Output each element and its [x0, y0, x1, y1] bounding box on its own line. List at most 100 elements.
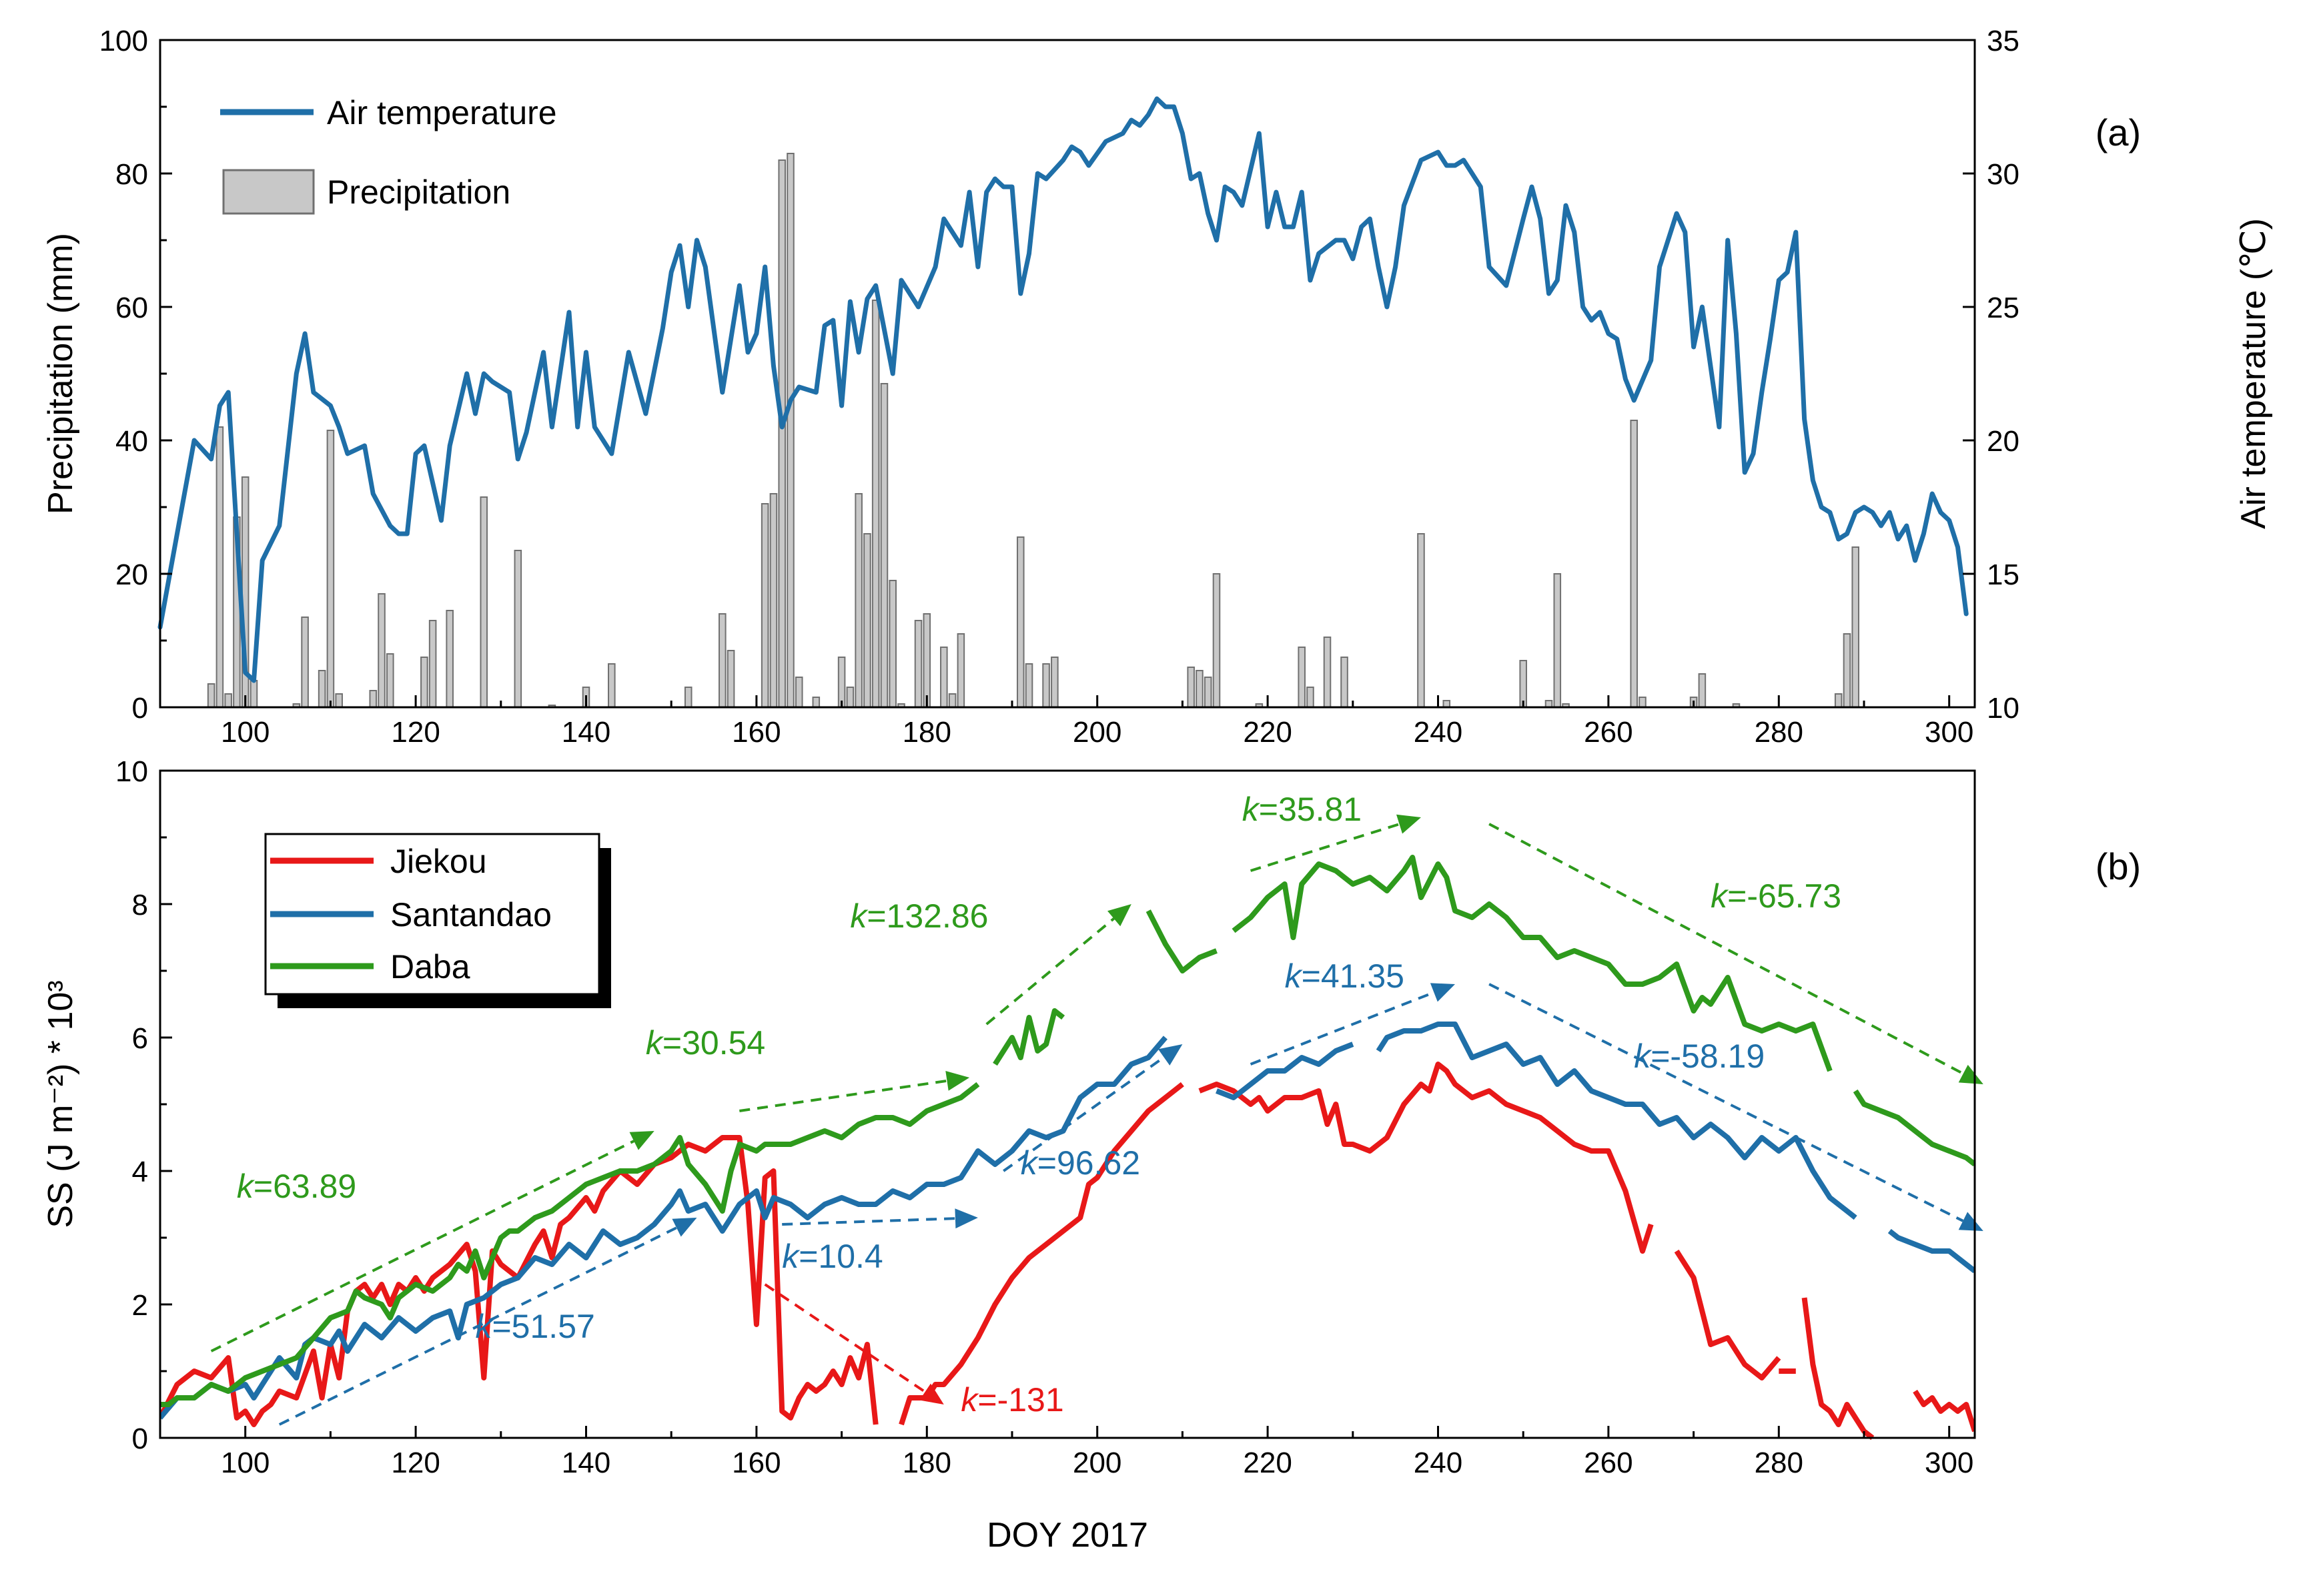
trend-arrow-line	[1003, 1056, 1165, 1172]
precipitation-bar	[769, 493, 778, 708]
precipitation-bar	[719, 613, 727, 708]
daba-series-segment	[1145, 909, 1218, 973]
a-x-tick-label: 160	[732, 716, 781, 749]
a-y2-tick-label: 15	[1987, 558, 2019, 591]
precipitation-bar	[1025, 663, 1033, 708]
air-temperature-line	[157, 96, 1969, 683]
legend-precipitation-label: Precipitation	[327, 173, 510, 211]
b-y-tick-label: 6	[132, 1022, 148, 1055]
a-y-tick-label: 60	[115, 292, 148, 324]
trend-k-label: k=-58.19	[1634, 1038, 1765, 1075]
trend-arrow-line	[782, 1217, 956, 1226]
air-temperature-series	[157, 96, 1969, 683]
panel-b-axes: 100 120 140 160 180 200 220 240 260 280 300 0 2 4 6 8 10	[115, 755, 1973, 1479]
precipitation-bar	[1843, 633, 1851, 708]
precipitation-bar	[207, 683, 215, 708]
a-y-tick-label: 0	[132, 692, 148, 725]
santandao-series-segment	[1376, 1022, 1857, 1220]
precipitation-bar	[446, 610, 454, 708]
a-y-tick-label: 40	[115, 425, 148, 458]
trend-arrow-line	[278, 1226, 677, 1426]
b-y-tick-label: 2	[132, 1289, 148, 1322]
precipitation-bar	[940, 647, 948, 708]
precipitation-bar	[250, 680, 258, 708]
trend-arrow-head	[1107, 904, 1131, 927]
panel-a-y-label: Precipitation (mm)	[41, 233, 80, 514]
precipitation-bar	[1417, 533, 1425, 708]
jiekou-series-segment	[1674, 1249, 1781, 1380]
b-y-tick-label: 0	[132, 1423, 148, 1455]
daba-series-segment	[1232, 855, 1833, 1072]
panel-b-y-label: SS (J m⁻²) * 10³	[41, 980, 80, 1228]
panel-a-axes: 100 120 140 160 180 200 220 240 260 280 300 0 20 40 60…	[99, 25, 2019, 749]
precipitation-bar	[386, 653, 394, 708]
a-y-tick-label: 100	[99, 25, 148, 57]
b-y-tick-label: 4	[132, 1156, 148, 1188]
panel-b-tag: (b)	[2096, 845, 2141, 887]
trend-arrow-head	[1430, 983, 1455, 1002]
precipitation-bar	[923, 613, 931, 708]
panel-a-tag: (a)	[2096, 111, 2141, 153]
panel-b-legend: Jiekou Santandao Daba	[264, 833, 611, 1008]
trend-arrows: k=63.89 k=51.57 k=30.54 k=10.4 k=-131 k=132.8…	[210, 791, 1983, 1426]
trend-k-label: k=10.4	[782, 1238, 883, 1275]
b-x-tick-label: 100	[221, 1447, 270, 1479]
panel-b-y-label-text: SS (J m⁻²) * 10³	[41, 980, 80, 1228]
ss-lines	[160, 855, 1975, 1440]
daba-series-segment	[160, 1082, 980, 1407]
precipitation-bar	[428, 620, 437, 708]
a-x-tick-label: 180	[903, 716, 951, 749]
precipitation-bar	[1519, 660, 1527, 708]
panel-a: 100 120 140 160 180 200 220 240 260 280 300 0 20 40 60…	[41, 25, 2273, 749]
b-y-tick-label: 8	[132, 889, 148, 921]
a-y-tick-label: 80	[115, 158, 148, 191]
precipitation-bar	[326, 430, 335, 708]
trend-k-label: k=96.62	[1021, 1144, 1140, 1182]
precipitation-bar	[837, 657, 846, 708]
precipitation-bar	[684, 687, 692, 708]
a-x-tick-label: 220	[1243, 716, 1292, 749]
precipitation-bar	[1639, 697, 1647, 708]
a-y2-tick-label: 10	[1987, 692, 2019, 725]
precipitation-bar	[1698, 673, 1707, 708]
a-y-tick-label: 20	[115, 558, 148, 591]
a-x-tick-label: 300	[1925, 716, 1973, 749]
precipitation-bar	[880, 383, 889, 708]
a-y2-tick-label: 25	[1987, 292, 2019, 324]
jiekou-series-segment	[1801, 1297, 1875, 1440]
b-x-tick-label: 160	[732, 1447, 781, 1479]
trend-arrow-line	[1250, 823, 1400, 872]
jiekou-series-segment	[1913, 1389, 1975, 1433]
trend-arrow-line	[985, 917, 1115, 1026]
trend-arrow-head	[672, 1218, 697, 1237]
precipitation-bar	[1630, 420, 1638, 708]
a-x-tick-label: 120	[391, 716, 440, 749]
precipitation-bar	[1553, 573, 1562, 708]
a-x-tick-label: 240	[1414, 716, 1462, 749]
trend-arrow-line	[1488, 983, 1964, 1222]
trend-k-label: k=63.89	[237, 1168, 356, 1205]
trend-k-label: k=-65.73	[1711, 877, 1841, 915]
precipitation-bar	[846, 687, 855, 708]
precipitation-bar	[889, 580, 897, 708]
b-y-tick-label: 10	[115, 755, 148, 788]
precipitation-bar	[871, 300, 880, 708]
precipitation-bar	[215, 426, 224, 708]
precipitation-bar	[1016, 536, 1025, 708]
b-x-tick-label: 140	[562, 1447, 610, 1479]
legend-temperature-label: Air temperature	[327, 94, 557, 131]
legend-jiekou-label: Jiekou	[390, 843, 487, 880]
b-x-tick-label: 260	[1584, 1447, 1633, 1479]
precipitation-bar	[957, 633, 965, 708]
precipitation-bar	[1851, 546, 1860, 708]
daba-series-segment	[993, 1008, 1065, 1066]
b-x-tick-label: 200	[1073, 1447, 1121, 1479]
trend-k-label: k=35.81	[1242, 791, 1362, 828]
precipitation-bar	[855, 493, 863, 708]
precipitation-bar	[1323, 637, 1332, 708]
daba-series-segment	[1853, 1089, 1975, 1167]
trend-k-label: k=51.57	[475, 1308, 594, 1345]
precipitation-bar	[369, 690, 378, 708]
precipitation-bar	[378, 593, 386, 708]
trend-k-label: k=132.86	[850, 897, 988, 935]
